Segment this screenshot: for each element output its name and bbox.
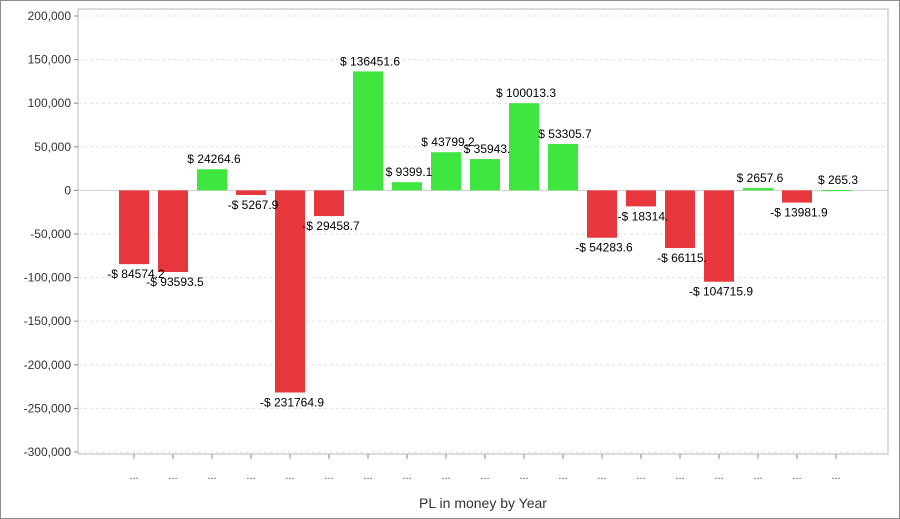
data-label: -$ 13981.9: [770, 206, 828, 220]
y-tick-label: -100,000: [24, 271, 72, 285]
y-tick-label: 100,000: [28, 96, 72, 110]
data-label: -$ 5267.9: [228, 198, 279, 212]
bar[interactable]: [353, 71, 383, 191]
x-tick-label: ...: [714, 470, 723, 482]
data-labels: -$ 84574.2-$ 93593.5 $ 24264.6 -$ 5267.9 -$…: [107, 54, 858, 409]
x-tick-label: ...: [558, 470, 567, 482]
y-tick-label: -300,000: [24, 445, 72, 459]
data-label: $ 265.3: [818, 173, 858, 187]
data-label: $ 53305.7: [538, 127, 592, 141]
bar[interactable]: [743, 188, 773, 191]
data-label: -$ 104715.9: [689, 285, 753, 299]
x-tick-label: ...: [168, 470, 177, 482]
data-label: $ 24264.6: [187, 152, 241, 166]
bar[interactable]: [626, 190, 656, 207]
data-label: -$ 93593.5: [146, 275, 204, 289]
x-tick-label: ...: [792, 470, 801, 482]
bar[interactable]: [392, 182, 422, 191]
x-tick-label: ...: [363, 470, 372, 482]
bar[interactable]: [782, 190, 812, 203]
bar[interactable]: [821, 190, 851, 192]
x-tick-label: ...: [480, 470, 489, 482]
plot-area: [77, 8, 889, 455]
bar[interactable]: [665, 190, 695, 249]
bar[interactable]: [548, 143, 578, 191]
x-tick-label: ...: [597, 470, 606, 482]
y-tick-label: 200,000: [28, 9, 72, 23]
data-label: -$ 84574.2: [107, 267, 165, 281]
x-tick-label: ...: [402, 470, 411, 482]
bar[interactable]: [470, 159, 500, 191]
bar[interactable]: [704, 190, 734, 282]
y-tick-label: -250,000: [24, 401, 72, 415]
x-tick-label: ...: [207, 470, 216, 482]
x-axis-title: PL in money by Year: [419, 495, 547, 511]
gridlines: [78, 15, 888, 453]
bar[interactable]: [236, 190, 266, 195]
bars: [119, 71, 851, 393]
x-tick-label: ...: [636, 470, 645, 482]
x-tick-label: ...: [831, 470, 840, 482]
y-tick-label: -150,000: [24, 314, 72, 328]
bar[interactable]: [119, 190, 149, 265]
y-tick-label: -200,000: [24, 358, 72, 372]
y-tick-label: -50,000: [30, 227, 71, 241]
data-label: -$ 18314.: [618, 209, 669, 223]
data-label: $ 43799.2: [421, 135, 475, 149]
x-tick-label: ...: [129, 470, 138, 482]
x-tick-label: ...: [753, 470, 762, 482]
bar[interactable]: [431, 152, 461, 191]
data-label: -$ 54283.6: [575, 241, 633, 255]
data-label: $ 2657.6: [737, 171, 784, 185]
y-axis: 200,000 150,000 100,000 50,000 0 -50,000 -100,…: [24, 9, 78, 459]
data-label: -$ 231764.9: [260, 395, 324, 409]
y-tick-label: 50,000: [34, 140, 71, 154]
bar[interactable]: [275, 190, 305, 393]
data-label: -$ 66115.: [657, 251, 707, 265]
x-tick-label: ...: [246, 470, 255, 482]
bar[interactable]: [587, 190, 617, 238]
data-label: $ 100013.3: [496, 86, 556, 100]
x-tick-label: ...: [519, 470, 528, 482]
data-label: $ 9399.1: [386, 165, 433, 179]
bar[interactable]: [197, 169, 227, 191]
x-tick-label: ...: [441, 470, 450, 482]
x-tick-label: ...: [675, 470, 684, 482]
bar[interactable]: [314, 190, 344, 217]
y-tick-label: 150,000: [28, 53, 72, 67]
x-tick-label: ...: [324, 470, 333, 482]
x-axis: ........................................…: [129, 454, 841, 482]
y-tick-label: 0: [64, 183, 71, 197]
bar[interactable]: [158, 190, 188, 273]
x-tick-label: ...: [285, 470, 294, 482]
bar[interactable]: [509, 103, 539, 191]
data-label: $ 35943.: [464, 142, 511, 156]
data-label: -$ 29458.7: [302, 219, 360, 233]
data-label: $ 136451.6: [340, 54, 400, 68]
